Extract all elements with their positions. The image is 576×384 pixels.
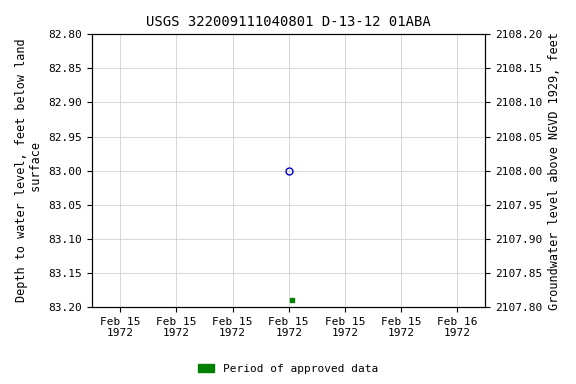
Title: USGS 322009111040801 D-13-12 01ABA: USGS 322009111040801 D-13-12 01ABA [146,15,431,29]
Legend: Period of approved data: Period of approved data [193,359,383,379]
Y-axis label: Depth to water level, feet below land
 surface: Depth to water level, feet below land su… [15,39,43,303]
Y-axis label: Groundwater level above NGVD 1929, feet: Groundwater level above NGVD 1929, feet [548,32,561,310]
